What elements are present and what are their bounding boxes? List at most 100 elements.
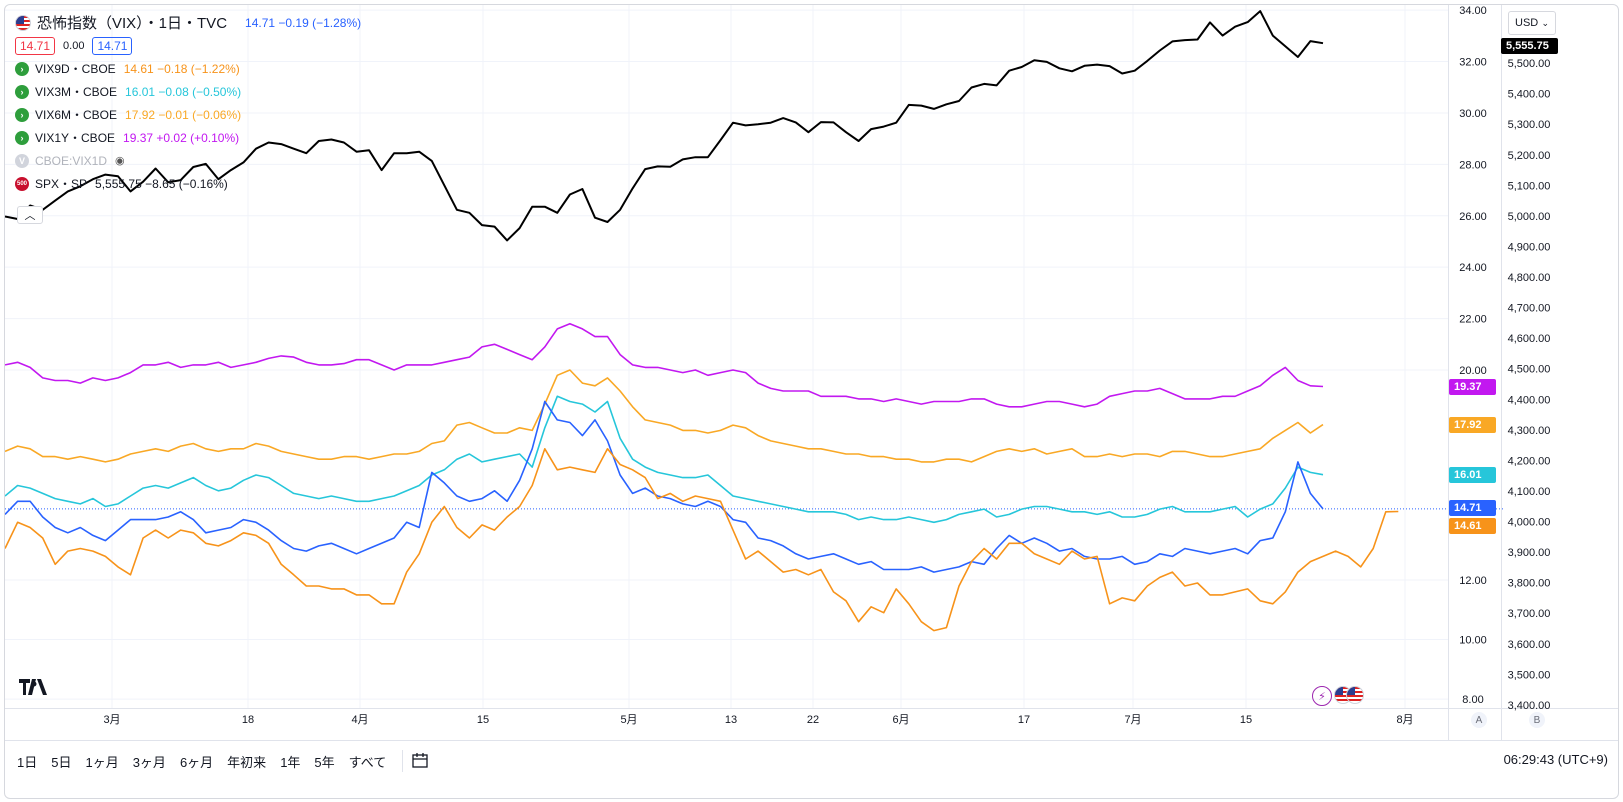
arrow-icon: ›	[15, 107, 29, 122]
series-line-spx	[5, 10, 1324, 242]
us-flag-icon	[15, 14, 31, 31]
left-axis-tick: 24.00	[1459, 262, 1487, 274]
last-price-tag-vix9d: 14.61	[1449, 518, 1496, 535]
range-button[interactable]: 5日	[51, 754, 72, 770]
legend-row-4[interactable]: V CBOE:VIX1D ◉	[15, 149, 361, 172]
us-flag-icon[interactable]	[1346, 686, 1364, 704]
divider	[402, 750, 404, 772]
right-axis-tick: 4,700.00	[1508, 303, 1551, 315]
range-button[interactable]: 6ヶ月	[179, 754, 214, 770]
left-axis-tick: 28.00	[1459, 159, 1487, 171]
time-axis-tick: 3月	[103, 714, 120, 726]
legend-row-2[interactable]: › VIX6M・CBOE 17.92 −0.01 (−0.06%)	[15, 103, 361, 126]
right-axis-tick: 3,800.00	[1508, 578, 1551, 590]
legend-symbol[interactable]: VIX9D・CBOE	[35, 62, 116, 76]
chart-frame: 34.00 32.00 30.00 28.00 26.00 24.00 22.00 20.00…	[4, 4, 1619, 799]
ask-price-box[interactable]: 14.71	[92, 36, 133, 55]
scale-a-button[interactable]: A	[1471, 712, 1487, 728]
tradingview-logo[interactable]	[19, 678, 47, 701]
lightning-icon[interactable]: ⚡	[1312, 686, 1332, 706]
right-axis-tick: 5,400.00	[1508, 89, 1551, 101]
scale-b-button[interactable]: B	[1529, 712, 1545, 728]
legend-symbol[interactable]: SPX・SP	[35, 177, 88, 191]
range-button[interactable]: 5年	[314, 754, 335, 770]
legend-symbol[interactable]: CBOE:VIX1D	[35, 153, 108, 168]
right-axis-tick: 4,800.00	[1508, 272, 1551, 284]
left-axis-tick: 20.00	[1459, 365, 1487, 377]
chevron-up-icon: ︿	[24, 210, 36, 222]
series-line-vix	[5, 400, 1324, 573]
right-axis-tick: 4,200.00	[1508, 455, 1551, 467]
range-button[interactable]: 1ヶ月	[85, 754, 119, 770]
right-axis-tick: 5,000.00	[1508, 211, 1551, 223]
left-axis-tick: 30.00	[1459, 108, 1487, 120]
chart-plot[interactable]: 34.00 32.00 30.00 28.00 26.00 24.00 22.00 20.00…	[5, 5, 1619, 740]
legend-row-1[interactable]: › VIX3M・CBOE 16.01 −0.08 (−0.50%)	[15, 80, 361, 103]
status-icons: ⚡	[1312, 686, 1364, 706]
chevron-down-icon: ⌄	[1541, 17, 1549, 28]
right-axis-tick: 3,900.00	[1508, 547, 1551, 559]
right-axis-tick: 4,400.00	[1508, 394, 1551, 406]
legend-symbol[interactable]: VIX6M・CBOE	[35, 108, 118, 122]
currency-select[interactable]: USD ⌄	[1508, 11, 1556, 35]
right-axis-tick: 3,400.00	[1508, 700, 1551, 712]
symbol-price-change: 14.71 −0.19 (−1.28%)	[245, 15, 362, 30]
left-axis-tick: 34.00	[1459, 5, 1487, 17]
right-axis-tick: 4,000.00	[1508, 517, 1551, 529]
right-axis-tick: 4,300.00	[1508, 425, 1551, 437]
last-price-tag-vix3m: 16.01	[1449, 466, 1496, 483]
legend: 恐怖指数（VIX）・1日・TVC 14.71 −0.19 (−1.28%) 14…	[15, 11, 361, 195]
right-axis-tick: 5,500.00	[1508, 58, 1551, 70]
legend-row-5[interactable]: 500 SPX・SP 5,555.75 −8.65 (−0.16%)	[15, 172, 361, 195]
right-axis-tick: 3,500.00	[1508, 669, 1551, 681]
series-line-vix9d	[5, 447, 1399, 632]
time-axis-tick: 15	[1240, 714, 1252, 726]
legend-symbol[interactable]: VIX3M・CBOE	[35, 85, 118, 99]
left-axis-tick: 12.00	[1459, 575, 1487, 587]
time-axis-tick: 5月	[620, 714, 637, 726]
legend-values: 5,555.75 −8.65 (−0.16%)	[95, 176, 228, 191]
spread-value: 0.00	[63, 39, 85, 52]
time-axis-tick: 15	[477, 714, 489, 726]
collapse-legend-button[interactable]: ︿	[17, 206, 43, 224]
symbol-title[interactable]: 恐怖指数（VIX）・1日・TVC	[37, 15, 228, 32]
main-title-row[interactable]: 恐怖指数（VIX）・1日・TVC 14.71 −0.19 (−1.28%)	[15, 11, 361, 34]
bottom-toolbar: 1日 5日 1ヶ月 3ヶ月 6ヶ月 年初来 1年 5年 すべて 06:29:43 (UTC+9)	[5, 740, 1618, 781]
legend-row-0[interactable]: › VIX9D・CBOE 14.61 −0.18 (−1.22%)	[15, 57, 361, 80]
range-button[interactable]: 3ヶ月	[132, 754, 166, 770]
range-button[interactable]: 1日	[17, 754, 38, 770]
legend-symbol[interactable]: VIX1Y・CBOE	[35, 131, 116, 145]
right-axis-tick: 4,500.00	[1508, 364, 1551, 376]
left-axis-tick: 22.00	[1459, 314, 1487, 326]
bid-price-box[interactable]: 14.71	[15, 36, 56, 55]
left-axis-tick: 10.00	[1459, 635, 1487, 647]
left-axis-tick: 32.00	[1459, 57, 1487, 69]
range-button[interactable]: 1年	[280, 754, 301, 770]
legend-row-3[interactable]: › VIX1Y・CBOE 19.37 +0.02 (+0.10%)	[15, 126, 361, 149]
left-axis-tick: 8.00	[1462, 694, 1483, 706]
last-price-tag-vix6m: 17.92	[1449, 416, 1496, 433]
right-axis-tick: 5,100.00	[1508, 180, 1551, 192]
legend-values: 14.61 −0.18 (−1.22%)	[123, 61, 240, 76]
grid-lines	[5, 5, 1618, 740]
right-axis-tick: 4,900.00	[1508, 241, 1551, 253]
legend-values: 19.37 +0.02 (+0.10%)	[123, 130, 240, 145]
arrow-icon: ›	[15, 84, 29, 99]
bid-ask-row: 14.71 0.00 14.71	[15, 34, 361, 57]
arrow-icon: ›	[15, 130, 29, 145]
range-button[interactable]: 年初来	[227, 754, 267, 770]
arrow-icon: ›	[15, 61, 29, 76]
series-layer	[5, 10, 1399, 632]
clock[interactable]: 06:29:43 (UTC+9)	[1503, 752, 1608, 767]
v-icon: V	[15, 153, 29, 168]
series-line-vix6m	[5, 369, 1324, 463]
time-axis-tick: 8月	[1396, 714, 1413, 726]
last-price-tag-spx: 5,555.75	[1501, 38, 1558, 55]
range-button[interactable]: すべて	[348, 754, 387, 770]
legend-values: 17.92 −0.01 (−0.06%)	[125, 107, 242, 122]
right-axis-tick: 4,600.00	[1508, 333, 1551, 345]
date-range-icon[interactable]	[411, 751, 429, 772]
hidden-eye-icon[interactable]: ◉	[115, 155, 125, 167]
time-axis-tick: 4月	[351, 714, 368, 726]
time-axis-tick: 13	[725, 714, 737, 726]
